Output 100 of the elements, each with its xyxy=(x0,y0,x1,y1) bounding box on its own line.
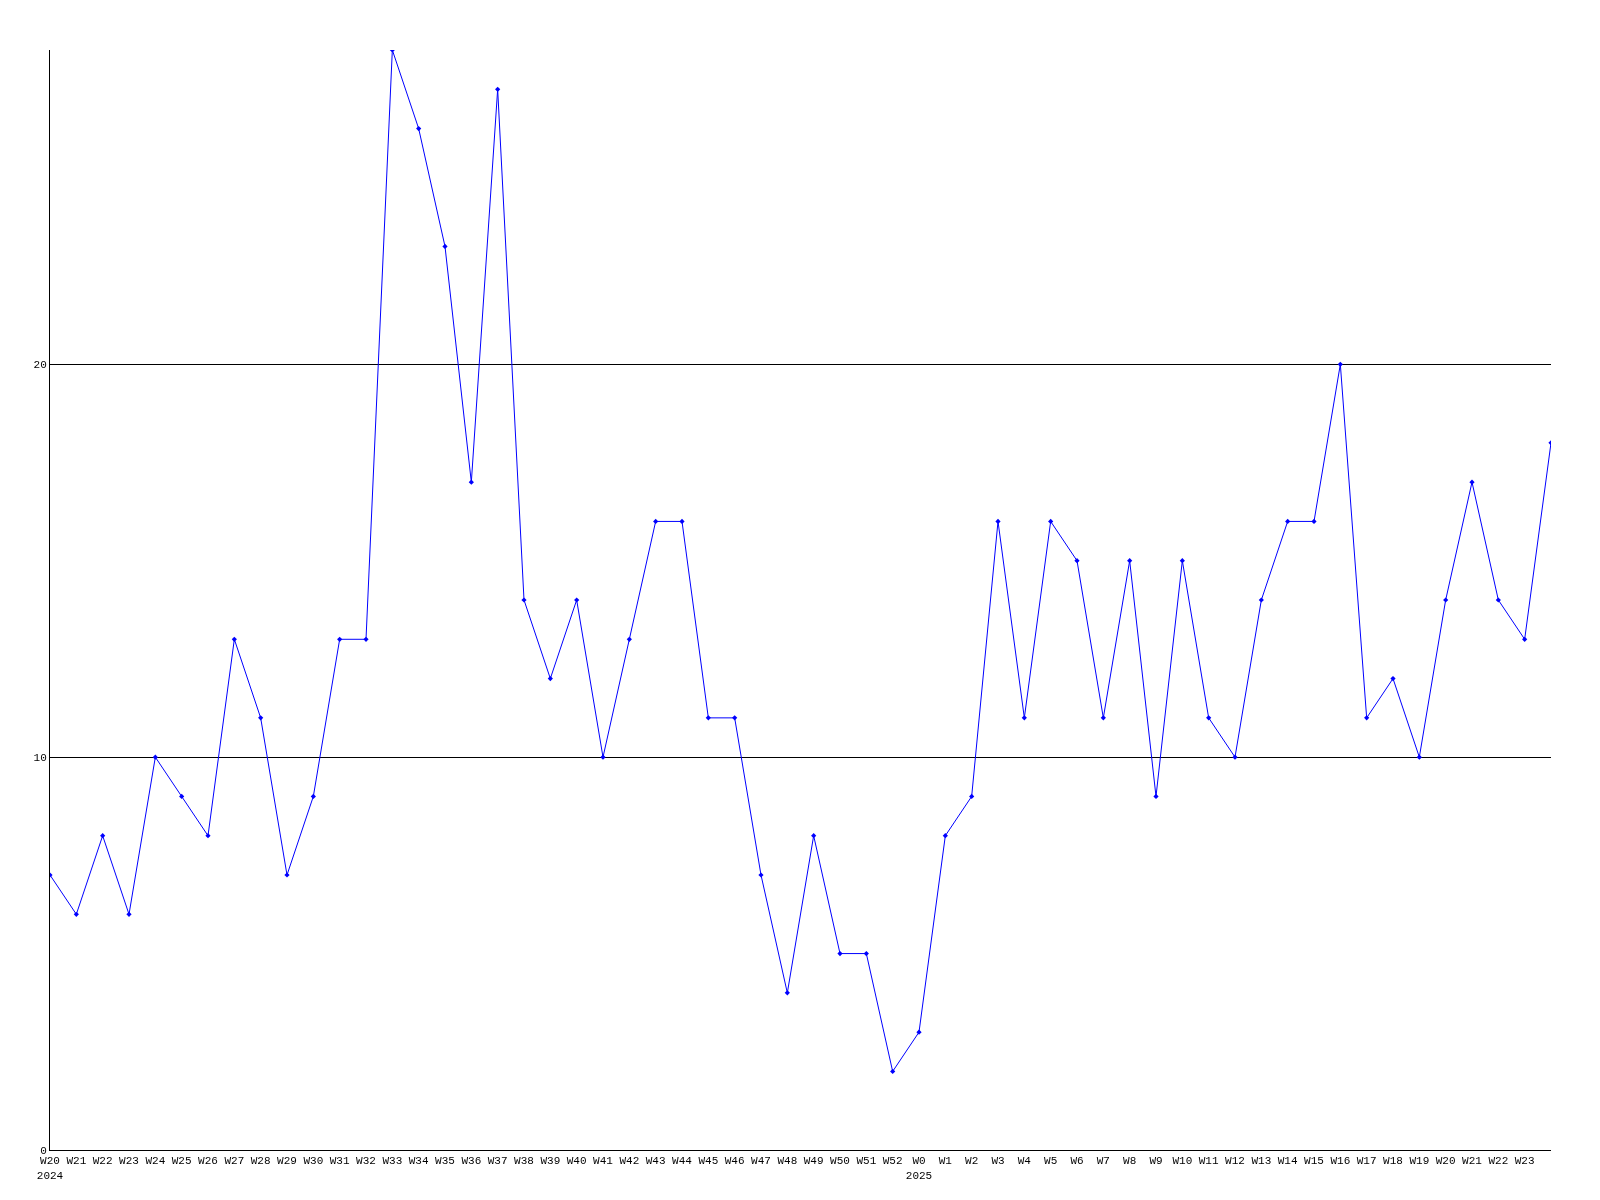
x-tick-label: W20 xyxy=(1435,1155,1456,1168)
x-tick-label: W13 xyxy=(1251,1155,1272,1168)
x-tick-label: W51 xyxy=(856,1155,877,1168)
x-tick-label: W16 xyxy=(1330,1155,1351,1168)
x-tick-label: W15 xyxy=(1304,1155,1324,1168)
point xyxy=(1337,361,1343,367)
point xyxy=(732,715,738,721)
point xyxy=(784,990,790,996)
x-tick-label: W35 xyxy=(435,1155,455,1168)
point xyxy=(1311,518,1317,525)
x-tick-label: W4 xyxy=(1017,1155,1032,1168)
x-tick-label: W17 xyxy=(1356,1155,1377,1168)
point xyxy=(179,793,185,800)
y-tick-label: 20 xyxy=(33,359,47,372)
x-tick-label: W12 xyxy=(1225,1155,1245,1168)
point xyxy=(495,86,501,92)
x-tick-label: W43 xyxy=(645,1155,666,1168)
point xyxy=(468,479,474,485)
point xyxy=(1100,715,1106,721)
point xyxy=(310,793,316,800)
point xyxy=(1285,518,1291,525)
x-tick-label: W0 2025 xyxy=(905,1155,933,1182)
x-tick-label: W21 xyxy=(1462,1155,1483,1168)
x-tick-label: W48 xyxy=(777,1155,798,1168)
x-tick-label: W21 xyxy=(66,1155,87,1168)
x-tick-label: W52 xyxy=(882,1155,903,1168)
point xyxy=(152,754,158,760)
point xyxy=(705,715,711,721)
x-tick-label: W30 xyxy=(303,1155,324,1168)
x-tick-label: W34 xyxy=(408,1155,429,1168)
x-tick-label: W49 xyxy=(803,1155,824,1168)
point xyxy=(653,518,659,525)
point xyxy=(1522,636,1528,642)
x-tick-label: W39 xyxy=(540,1155,561,1168)
x-tick-label: W40 xyxy=(566,1155,587,1168)
x-tick-label: W14 xyxy=(1277,1155,1298,1168)
x-tick-label: W29 xyxy=(277,1155,297,1168)
point xyxy=(995,518,1001,525)
point xyxy=(1127,558,1133,564)
point xyxy=(837,950,843,957)
point xyxy=(337,636,343,642)
x-tick-label: W10 xyxy=(1172,1155,1193,1168)
x-tick-label: W23 xyxy=(1514,1155,1535,1168)
x-tick-label: W36 xyxy=(461,1155,482,1168)
x-tick-label: W22 xyxy=(1488,1155,1509,1168)
x-tick-label: W1 xyxy=(938,1155,953,1168)
point xyxy=(1390,675,1396,682)
point xyxy=(416,125,422,132)
x-tick-label: W38 xyxy=(514,1155,534,1168)
x-tick-label: W3 xyxy=(991,1155,1005,1168)
point xyxy=(1206,715,1212,721)
point xyxy=(1021,715,1027,721)
point xyxy=(100,833,106,839)
x-tick-label: W5 xyxy=(1044,1155,1058,1168)
x-tick-label: W19 xyxy=(1409,1155,1430,1168)
x-tick-label: W42 xyxy=(619,1155,640,1168)
point xyxy=(626,636,632,642)
x-tick-label: W47 xyxy=(751,1155,771,1168)
x-tick-label: W46 xyxy=(724,1155,745,1168)
x-tick-label: W18 xyxy=(1383,1155,1403,1168)
point xyxy=(258,715,264,721)
x-tick-label: W22 xyxy=(92,1155,113,1168)
x-tick-label: W33 xyxy=(382,1155,403,1168)
x-tick-label: W27 xyxy=(224,1155,245,1168)
x-tick-label: W45 xyxy=(698,1155,719,1168)
x-tick-label: W23 xyxy=(119,1155,139,1168)
x-tick-label: W31 xyxy=(329,1155,350,1168)
point xyxy=(231,636,237,642)
point xyxy=(863,950,869,957)
point xyxy=(811,833,817,839)
point xyxy=(1364,715,1370,721)
x-tick-label: W50 xyxy=(830,1155,850,1168)
point xyxy=(890,1068,896,1075)
x-tick-label: W7 xyxy=(1096,1155,1110,1168)
x-tick-label: W9 xyxy=(1149,1155,1163,1168)
point xyxy=(969,793,975,800)
x-tick-label: W28 xyxy=(250,1155,271,1168)
point xyxy=(679,518,685,525)
x-tick-label: W37 xyxy=(487,1155,508,1168)
point xyxy=(1153,793,1159,800)
x-tick-label: W2 xyxy=(965,1155,979,1168)
point xyxy=(1416,754,1422,760)
x-tick-label: W8 xyxy=(1123,1155,1137,1168)
x-tick-label: W24 xyxy=(145,1155,166,1168)
y-tick-label: 10 xyxy=(33,751,47,764)
x-tick-label: W32 xyxy=(356,1155,376,1168)
x-tick-label: W6 xyxy=(1070,1155,1084,1168)
point xyxy=(942,833,948,839)
point xyxy=(547,675,553,682)
x-tick-label: W41 xyxy=(593,1155,614,1168)
x-tick-label: W25 xyxy=(171,1155,192,1168)
point xyxy=(1048,518,1054,525)
point xyxy=(73,911,79,917)
x-tick-label: W26 xyxy=(198,1155,218,1168)
x-tick-label: W11 xyxy=(1198,1155,1219,1168)
x-tick-label: W20 2024 xyxy=(36,1155,64,1182)
x-tick-label: W44 xyxy=(672,1155,693,1168)
point xyxy=(442,243,448,250)
y-tick-label: 0 xyxy=(40,1144,47,1157)
point xyxy=(1179,558,1185,564)
